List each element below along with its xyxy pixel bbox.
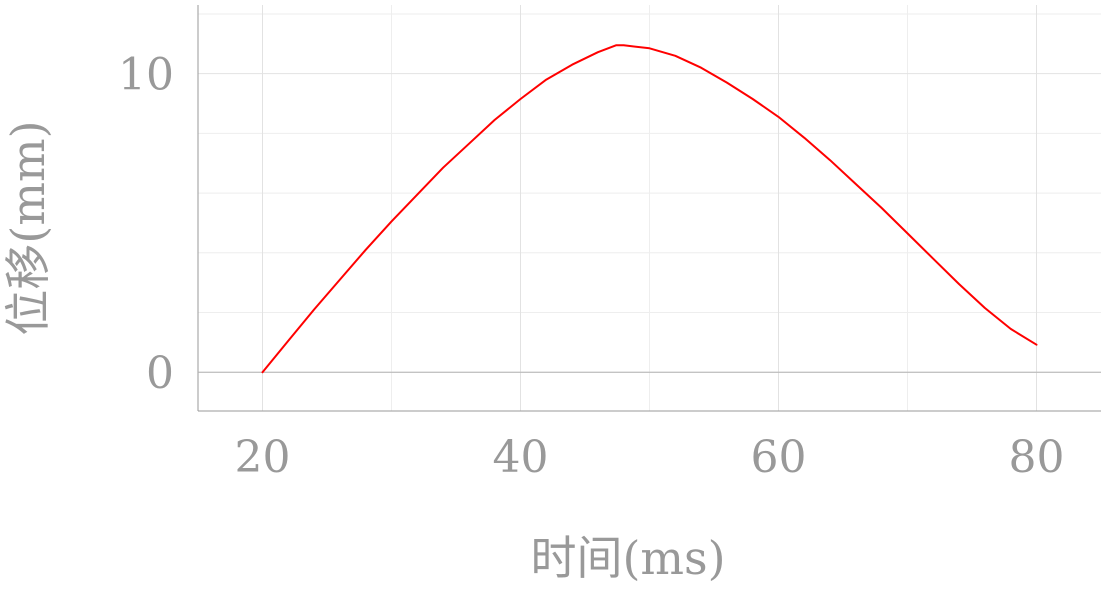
labels-layer: 20 40 60 80 0 10	[118, 50, 1065, 483]
x-tick-label: 20	[235, 432, 291, 483]
y-tick-label: 10	[118, 50, 174, 101]
series-layer	[261, 44, 1038, 374]
y-tick-label: 0	[146, 348, 174, 399]
series-line	[261, 44, 1038, 374]
axes	[197, 5, 1101, 412]
x-tick-label: 60	[751, 432, 807, 483]
x-tick-label: 80	[1009, 432, 1065, 483]
grid	[198, 5, 1101, 411]
y-axis-title: 位移(mm)	[1, 120, 55, 335]
x-axis-title: 时间(ms)	[530, 531, 725, 585]
x-tick-label: 40	[493, 432, 549, 483]
